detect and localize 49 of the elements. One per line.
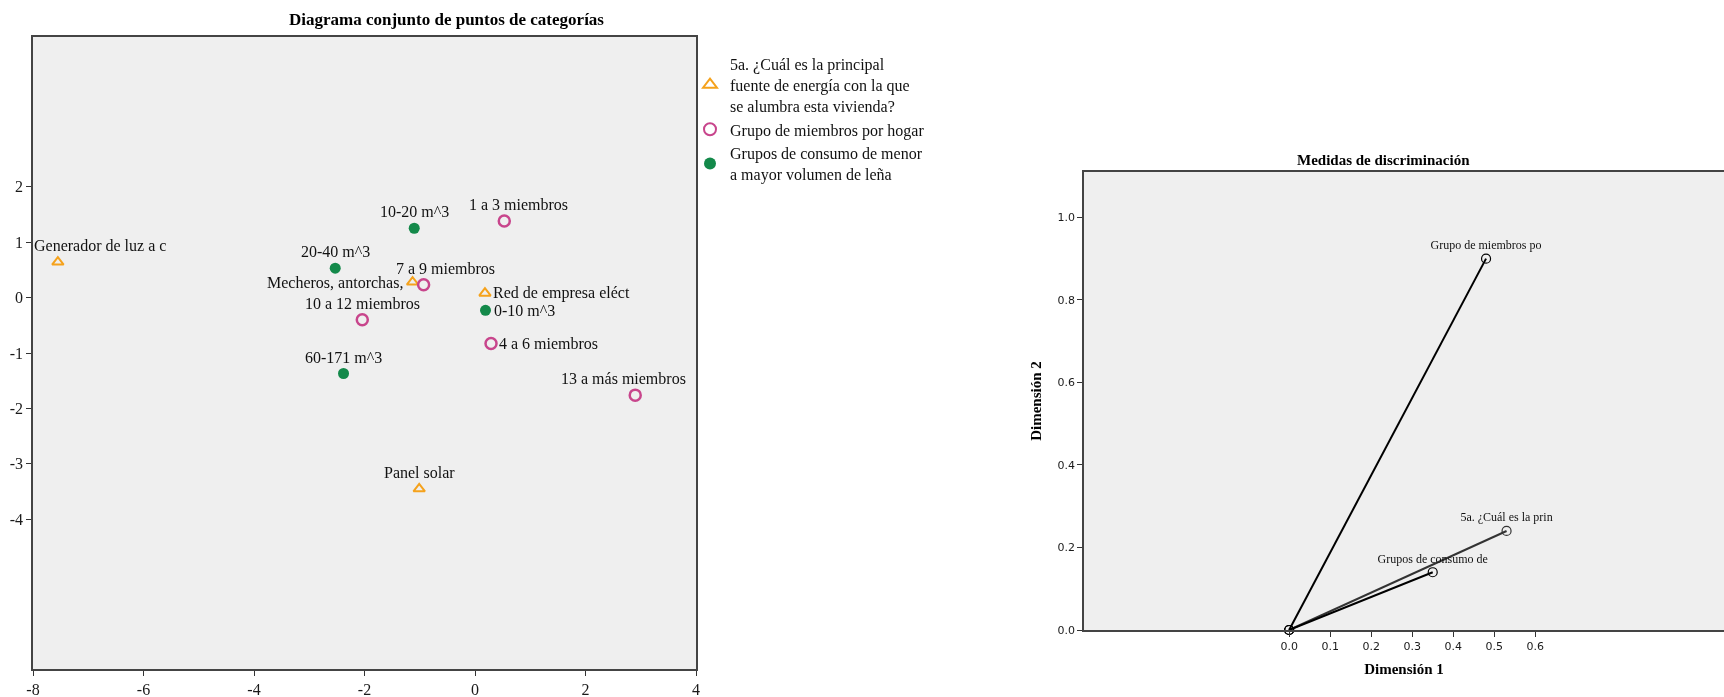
x-tick-label: 0.5 (1485, 639, 1504, 653)
annotation: Mecheros, antorchas, (267, 274, 404, 291)
x-tick-label: -4 (247, 680, 261, 697)
annotation: 60-171 m^3 (305, 349, 383, 366)
annotation: 0-10 m^3 (494, 302, 556, 319)
series-label: Grupo de miembros po (1430, 238, 1542, 253)
y-axis-title: Dimensión 2 (1028, 361, 1045, 441)
chart-title: Diagrama conjunto de puntos de categorías (289, 10, 605, 29)
x-tick-label: 0 (471, 680, 479, 697)
x-tick-label: -8 (26, 680, 40, 697)
y-tick-label: 0.4 (1057, 458, 1076, 472)
y-tick-label: -3 (9, 455, 24, 473)
x-tick-label: -6 (136, 680, 151, 697)
x-tick-label: 0.0 (1280, 639, 1298, 653)
x-axis-title: Dimensión 1 (1364, 661, 1444, 678)
y-tick-label: -1 (9, 344, 24, 362)
legend-label: Grupo de miembros por hogar (730, 121, 925, 140)
x-tick-label: 0.3 (1403, 639, 1421, 653)
y-tick-label: 1.0 (1057, 211, 1076, 225)
annotation: Red de empresa eléct (493, 284, 630, 302)
chart-title: Medidas de discriminación (1297, 152, 1471, 168)
y-tick-label: 0.0 (1057, 623, 1076, 637)
y-tick-label: 2 (15, 178, 24, 196)
y-tick-label: 0.6 (1057, 376, 1076, 390)
annotation: 10 a 12 miembros (305, 295, 421, 312)
y-tick-label: 0.2 (1057, 541, 1076, 555)
x-tick-label: 0.6 (1526, 639, 1545, 653)
y-tick-label: 0 (15, 289, 24, 307)
y-tick-label: -2 (9, 400, 24, 418)
y-tick-label: 0.8 (1057, 293, 1076, 307)
annotation: 20-40 m^3 (301, 243, 371, 260)
legend-label: 5a. ¿Cuál es la principal fuente de energía con la que se alumbra esta vivienda? (730, 56, 910, 115)
annotation: 10-20 m^3 (380, 203, 450, 220)
x-tick-label: 0.1 (1321, 639, 1339, 653)
y-tick-label: 1 (15, 233, 24, 251)
x-tick-label: -2 (357, 680, 372, 697)
annotation: 13 a más miembros (561, 370, 686, 387)
x-tick-label: 0.4 (1444, 639, 1462, 653)
legend-label: Grupos de consumo de menor a mayor volumen de leña (730, 145, 923, 185)
annotation: Generador de luz a c (34, 237, 167, 254)
annotation: 1 a 3 miembros (469, 196, 569, 213)
x-tick-label: 4 (692, 680, 700, 697)
x-tick-label: 0.2 (1362, 639, 1380, 653)
x-tick-label: 2 (581, 680, 590, 697)
annotation: 7 a 9 miembros (396, 260, 496, 277)
annotation: Panel solar (384, 464, 456, 481)
annotation: 4 a 6 miembros (499, 335, 599, 352)
y-tick-label: -4 (9, 510, 24, 528)
series-label: 5a. ¿Cuál es la prin (1460, 510, 1553, 525)
